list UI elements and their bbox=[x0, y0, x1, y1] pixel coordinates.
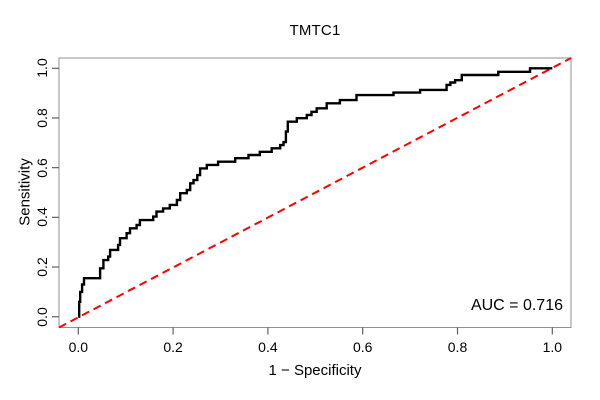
x-tick-label: 0.4 bbox=[258, 339, 278, 355]
plot-box bbox=[58, 57, 572, 328]
roc-curve bbox=[78, 67, 553, 318]
y-tick-label: 0.8 bbox=[34, 108, 50, 128]
y-tick-label: 0.4 bbox=[34, 207, 50, 228]
x-tick-label: 0.2 bbox=[163, 339, 183, 355]
y-tick-label: 0.2 bbox=[34, 257, 50, 277]
y-tick-label: 0.0 bbox=[34, 306, 50, 327]
auc-annotation: AUC = 0.716 bbox=[470, 297, 563, 314]
x-tick-label: 1.0 bbox=[542, 339, 563, 355]
y-tick-label: 0.6 bbox=[34, 157, 50, 178]
x-tick-label: 0.8 bbox=[447, 339, 468, 355]
y-tick-label: 1.0 bbox=[34, 58, 50, 79]
x-tick-label: 0.6 bbox=[352, 339, 373, 355]
chance-diagonal-line bbox=[58, 57, 572, 329]
chart-title: TMTC1 bbox=[289, 22, 341, 39]
x-tick-label: 0.0 bbox=[68, 339, 89, 355]
x-axis-label: 1 − Specificity bbox=[268, 362, 362, 379]
y-axis-label-text: Sensitivity bbox=[16, 158, 34, 226]
